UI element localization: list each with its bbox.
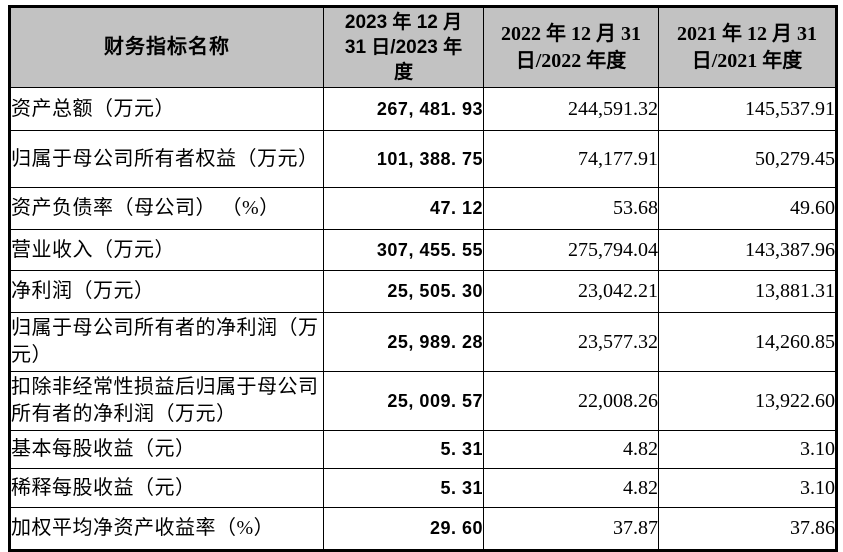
value-2023: 5. 31 xyxy=(323,468,484,509)
row-label: 归属于母公司所有者权益（万元） xyxy=(9,130,324,189)
table-row-basic-eps: 基本每股收益（元） 5. 31 4.82 3.10 xyxy=(9,430,837,470)
value-2021: 49.60 xyxy=(658,187,837,231)
table-row-debt-ratio: 资产负债率（母公司） （%） 47. 12 53.68 49.60 xyxy=(9,187,837,231)
column-header-2022: 2022 年 12 月 31 日/2022 年度 xyxy=(483,5,659,89)
value-2021: 143,387.96 xyxy=(658,229,837,272)
value-2023: 307, 455. 55 xyxy=(323,229,484,272)
value-2022: 74,177.91 xyxy=(483,130,659,189)
value-2021: 50,279.45 xyxy=(658,130,837,189)
row-label: 资产总额（万元） xyxy=(9,87,324,132)
value-2022: 4.82 xyxy=(483,430,659,470)
table-row-operating-revenue: 营业收入（万元） 307, 455. 55 275,794.04 143,387… xyxy=(9,229,837,272)
column-header-2023: 2023 年 12 月 31 日/2023 年 度 xyxy=(323,5,484,89)
value-2023: 29. 60 xyxy=(323,507,484,552)
column-header-indicator-name: 财务指标名称 xyxy=(9,5,324,89)
value-2021: 13,922.60 xyxy=(658,371,837,432)
table-row-net-profit: 净利润（万元） 25, 505. 30 23,042.21 13,881.31 xyxy=(9,270,837,314)
value-2021: 3.10 xyxy=(658,468,837,509)
value-2023: 101, 388. 75 xyxy=(323,130,484,189)
value-2023: 267, 481. 93 xyxy=(323,87,484,132)
value-2021: 14,260.85 xyxy=(658,312,837,373)
column-header-2021: 2021 年 12 月 31 日/2021 年度 xyxy=(658,5,837,89)
row-label: 归属于母公司所有者的净利润（万元） xyxy=(9,312,324,373)
value-2022: 244,591.32 xyxy=(483,87,659,132)
value-2021: 37.86 xyxy=(658,507,837,552)
row-label: 基本每股收益（元） xyxy=(9,430,324,470)
value-2023: 5. 31 xyxy=(323,430,484,470)
value-2021: 3.10 xyxy=(658,430,837,470)
financial-indicators-table-container: 财务指标名称 2023 年 12 月 31 日/2023 年 度 2022 年 … xyxy=(8,5,838,552)
value-2022: 4.82 xyxy=(483,468,659,509)
row-label: 资产负债率（母公司） （%） xyxy=(9,187,324,231)
value-2022: 53.68 xyxy=(483,187,659,231)
table-row-net-profit-parent: 归属于母公司所有者的净利润（万元） 25, 989. 28 23,577.32 … xyxy=(9,312,837,373)
table-row-weighted-avg-roe: 加权平均净资产收益率（%） 29. 60 37.87 37.86 xyxy=(9,507,837,552)
value-2021: 13,881.31 xyxy=(658,270,837,314)
table-row-parent-equity: 归属于母公司所有者权益（万元） 101, 388. 75 74,177.91 5… xyxy=(9,130,837,189)
value-2022: 275,794.04 xyxy=(483,229,659,272)
row-label: 扣除非经常性损益后归属于母公司所有者的净利润（万元） xyxy=(9,371,324,432)
row-label: 营业收入（万元） xyxy=(9,229,324,272)
financial-indicators-table: 财务指标名称 2023 年 12 月 31 日/2023 年 度 2022 年 … xyxy=(8,5,838,552)
value-2022: 23,042.21 xyxy=(483,270,659,314)
value-2023: 25, 505. 30 xyxy=(323,270,484,314)
row-label: 加权平均净资产收益率（%） xyxy=(9,507,324,552)
value-2022: 23,577.32 xyxy=(483,312,659,373)
table-header-row: 财务指标名称 2023 年 12 月 31 日/2023 年 度 2022 年 … xyxy=(9,5,837,89)
value-2023: 25, 009. 57 xyxy=(323,371,484,432)
value-2021: 145,537.91 xyxy=(658,87,837,132)
row-label: 净利润（万元） xyxy=(9,270,324,314)
value-2023: 47. 12 xyxy=(323,187,484,231)
table-row-diluted-eps: 稀释每股收益（元） 5. 31 4.82 3.10 xyxy=(9,468,837,509)
table-row-total-assets: 资产总额（万元） 267, 481. 93 244,591.32 145,537… xyxy=(9,87,837,132)
table-row-net-profit-deducted: 扣除非经常性损益后归属于母公司所有者的净利润（万元） 25, 009. 57 2… xyxy=(9,371,837,432)
row-label: 稀释每股收益（元） xyxy=(9,468,324,509)
value-2023: 25, 989. 28 xyxy=(323,312,484,373)
value-2022: 37.87 xyxy=(483,507,659,552)
value-2022: 22,008.26 xyxy=(483,371,659,432)
